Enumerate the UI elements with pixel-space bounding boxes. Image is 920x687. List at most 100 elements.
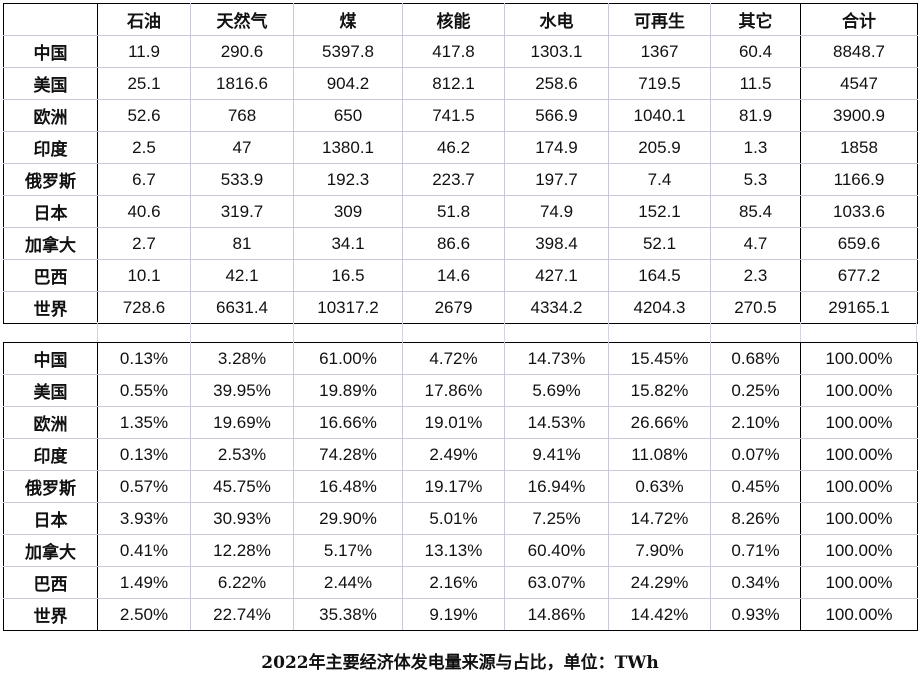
table-cell: 11.9 bbox=[97, 35, 191, 68]
table-cell: 659.6 bbox=[800, 227, 918, 260]
table-cell: 174.9 bbox=[504, 131, 609, 164]
table-cell: 728.6 bbox=[97, 291, 191, 324]
table-cell: 309 bbox=[293, 195, 403, 228]
table-cell: 9.41% bbox=[504, 438, 609, 471]
table-row: 欧洲 52.6 768 650 741.5 566.9 1040.1 81.9 3900.9 bbox=[3, 99, 918, 132]
table-cell: 0.57% bbox=[97, 470, 191, 503]
row-header-region: 俄罗斯 bbox=[3, 470, 98, 503]
table-cell: 2.16% bbox=[402, 566, 505, 599]
table-cell: 3.93% bbox=[97, 502, 191, 535]
table-cell: 100.00% bbox=[800, 470, 918, 503]
table-cell: 13.13% bbox=[402, 534, 505, 567]
table-cell: 2.10% bbox=[710, 406, 801, 439]
table-cell: 719.5 bbox=[608, 67, 711, 100]
table-cell: 0.34% bbox=[710, 566, 801, 599]
table-cell: 6.22% bbox=[190, 566, 294, 599]
table-cell: 2.49% bbox=[402, 438, 505, 471]
table-cell: 14.73% bbox=[504, 342, 609, 375]
table-cell: 258.6 bbox=[504, 67, 609, 100]
row-header-region: 世界 bbox=[3, 291, 98, 324]
table-cell: 19.89% bbox=[293, 374, 403, 407]
table-cell: 1.35% bbox=[97, 406, 191, 439]
row-header-region: 美国 bbox=[3, 374, 98, 407]
table-cell: 19.69% bbox=[190, 406, 294, 439]
table-row: 巴西 1.49% 6.22% 2.44% 2.16% 63.07% 24.29% 0.34% 1… bbox=[3, 566, 918, 599]
table-cell: 0.07% bbox=[710, 438, 801, 471]
table-cell: 2.3 bbox=[710, 259, 801, 292]
table-cell: 2.44% bbox=[293, 566, 403, 599]
table-cell: 223.7 bbox=[402, 163, 505, 196]
table-cell: 11.5 bbox=[710, 67, 801, 100]
column-header-gas: 天然气 bbox=[190, 3, 294, 36]
row-header-region: 印度 bbox=[3, 438, 98, 471]
table-cell: 86.6 bbox=[402, 227, 505, 260]
table-cell: 1033.6 bbox=[800, 195, 918, 228]
row-header-region: 中国 bbox=[3, 35, 98, 68]
table-row: 俄罗斯 6.7 533.9 192.3 223.7 197.7 7.4 5.3 1166.9 bbox=[3, 163, 918, 196]
values-body: 中国 11.9 290.6 5397.8 417.8 1303.1 1367 60.4 8848… bbox=[3, 35, 918, 324]
total-row: 世界 2.50% 22.74% 35.38% 9.19% 14.86% 14.42% 0.93… bbox=[3, 598, 918, 631]
table-cell: 4.7 bbox=[710, 227, 801, 260]
table-cell: 6631.4 bbox=[190, 291, 294, 324]
table-cell: 35.38% bbox=[293, 598, 403, 631]
table-cell: 290.6 bbox=[190, 35, 294, 68]
table-cell: 19.17% bbox=[402, 470, 505, 503]
table-cell: 63.07% bbox=[504, 566, 609, 599]
table-cell: 3900.9 bbox=[800, 99, 918, 132]
table-cell: 85.4 bbox=[710, 195, 801, 228]
table-cell: 34.1 bbox=[293, 227, 403, 260]
shares-body: 中国 0.13% 3.28% 61.00% 4.72% 14.73% 15.45% 0.68%… bbox=[3, 342, 918, 631]
row-header-region: 美国 bbox=[3, 67, 98, 100]
spacer-row bbox=[3, 322, 917, 342]
table-cell: 1367 bbox=[608, 35, 711, 68]
table-cell: 100.00% bbox=[800, 566, 918, 599]
table-cell: 417.8 bbox=[402, 35, 505, 68]
table-cell: 40.6 bbox=[97, 195, 191, 228]
table-cell: 60.40% bbox=[504, 534, 609, 567]
table-cell: 15.82% bbox=[608, 374, 711, 407]
table-cell: 152.1 bbox=[608, 195, 711, 228]
table-cell: 81.9 bbox=[710, 99, 801, 132]
table-cell: 22.74% bbox=[190, 598, 294, 631]
table-cell: 30.93% bbox=[190, 502, 294, 535]
table-cell: 2.53% bbox=[190, 438, 294, 471]
table-cell: 16.48% bbox=[293, 470, 403, 503]
table-cell: 1.3 bbox=[710, 131, 801, 164]
table-cell: 0.55% bbox=[97, 374, 191, 407]
row-header-region: 巴西 bbox=[3, 259, 98, 292]
table-cell: 5397.8 bbox=[293, 35, 403, 68]
table-cell: 100.00% bbox=[800, 374, 918, 407]
table-cell: 0.93% bbox=[710, 598, 801, 631]
table-cell: 3.28% bbox=[190, 342, 294, 375]
row-header-region: 中国 bbox=[3, 342, 98, 375]
table-row: 加拿大 2.7 81 34.1 86.6 398.4 52.1 4.7 659.6 bbox=[3, 227, 918, 260]
table-cell: 6.7 bbox=[97, 163, 191, 196]
table-cell: 1858 bbox=[800, 131, 918, 164]
table-cell: 192.3 bbox=[293, 163, 403, 196]
table-cell: 26.66% bbox=[608, 406, 711, 439]
table-cell: 1166.9 bbox=[800, 163, 918, 196]
row-header-region: 加拿大 bbox=[3, 534, 98, 567]
table-cell: 2.5 bbox=[97, 131, 191, 164]
table-row: 俄罗斯 0.57% 45.75% 16.48% 19.17% 16.94% 0.63% 0.4… bbox=[3, 470, 918, 503]
table-cell: 16.66% bbox=[293, 406, 403, 439]
table-cell: 0.41% bbox=[97, 534, 191, 567]
table-cell: 10.1 bbox=[97, 259, 191, 292]
table-cell: 17.86% bbox=[402, 374, 505, 407]
table-cell: 25.1 bbox=[97, 67, 191, 100]
generation-values-table: 石油 天然气 煤 核能 水电 可再生 其它 合计 中国 11.9 290.6 5397… bbox=[3, 3, 918, 324]
table-cell: 650 bbox=[293, 99, 403, 132]
table-cell: 0.13% bbox=[97, 438, 191, 471]
table-cell: 0.25% bbox=[710, 374, 801, 407]
table-cell: 5.01% bbox=[402, 502, 505, 535]
table-cell: 14.6 bbox=[402, 259, 505, 292]
table-cell: 24.29% bbox=[608, 566, 711, 599]
table-cell: 5.17% bbox=[293, 534, 403, 567]
table-cell: 46.2 bbox=[402, 131, 505, 164]
table-cell: 1.49% bbox=[97, 566, 191, 599]
table-cell: 29165.1 bbox=[800, 291, 918, 324]
table-row: 印度 0.13% 2.53% 74.28% 2.49% 9.41% 11.08% 0.07% 1… bbox=[3, 438, 918, 471]
row-header-region: 加拿大 bbox=[3, 227, 98, 260]
table-cell: 270.5 bbox=[710, 291, 801, 324]
table-cell: 7.4 bbox=[608, 163, 711, 196]
